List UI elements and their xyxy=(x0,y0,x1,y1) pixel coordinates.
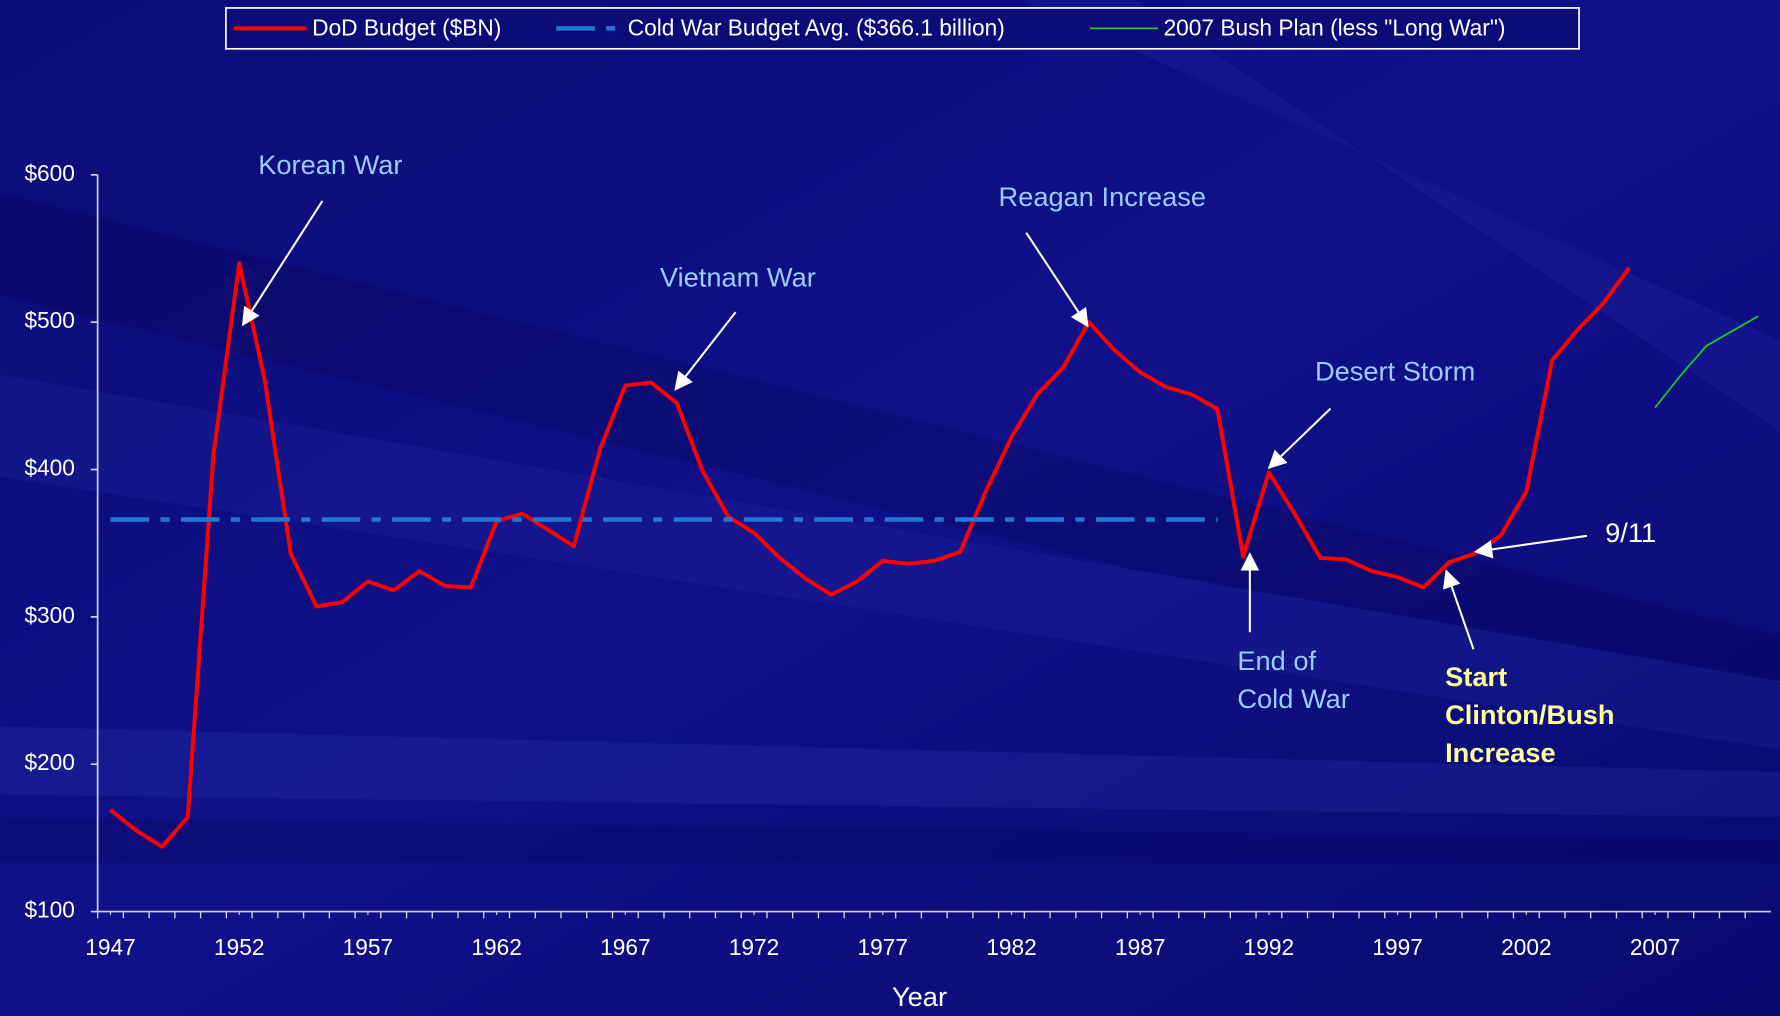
annotation-arrow xyxy=(1025,232,1089,328)
annotation-text: Start xyxy=(1445,661,1507,692)
annotation-arrow xyxy=(1442,569,1475,650)
x-tick-label: 1967 xyxy=(600,934,650,960)
y-tick-label: $400 xyxy=(24,455,74,481)
annotation-text: Increase xyxy=(1445,737,1556,768)
annotation-text: Desert Storm xyxy=(1315,356,1475,387)
legend-label: 2007 Bush Plan (less "Long War") xyxy=(1164,15,1506,41)
x-tick-label: 1972 xyxy=(729,934,779,960)
x-tick-label: 2007 xyxy=(1630,934,1680,960)
y-tick-label: $300 xyxy=(24,602,74,628)
legend-label: Cold War Budget Avg. ($366.1 billion) xyxy=(628,15,1005,41)
annotation-text: Reagan Increase xyxy=(999,181,1206,212)
annotation-arrow xyxy=(1473,534,1588,559)
x-tick-label: 1992 xyxy=(1244,934,1294,960)
x-tick-label: 1977 xyxy=(858,934,908,960)
legend-label: DoD Budget ($BN) xyxy=(312,15,501,41)
y-tick-label: $200 xyxy=(24,749,74,775)
x-tick-label: 1987 xyxy=(1115,934,1165,960)
legend-box xyxy=(225,7,1580,50)
annotation-text: End of xyxy=(1237,645,1316,676)
series-line xyxy=(109,261,1631,849)
x-tick-label: 1947 xyxy=(85,934,135,960)
annotation-arrow xyxy=(674,311,737,391)
annotation-text: Korean War xyxy=(258,149,402,180)
annotation-text: Vietnam War xyxy=(660,261,816,292)
x-axis-title: Year xyxy=(892,981,947,1012)
legend: DoD Budget ($BN) Cold War Budget Avg. ($3… xyxy=(233,15,1506,41)
x-tick-label: 2002 xyxy=(1501,934,1551,960)
annotation-text: 9/11 xyxy=(1605,517,1656,548)
annotation-arrow xyxy=(1267,407,1332,469)
x-tick-label: 1957 xyxy=(343,934,393,960)
x-tick-label: 1952 xyxy=(214,934,264,960)
annotation-arrow xyxy=(241,200,324,327)
y-tick-label: $600 xyxy=(24,160,74,186)
x-tick-label: 1962 xyxy=(471,934,521,960)
y-tick-label: $500 xyxy=(24,307,74,333)
x-tick-label: 1997 xyxy=(1372,934,1422,960)
series-line xyxy=(1654,315,1759,409)
annotation-text: Cold War xyxy=(1237,683,1350,714)
y-tick-label: $100 xyxy=(24,897,74,923)
annotation-text: Clinton/Bush xyxy=(1445,699,1614,730)
x-tick-label: 1982 xyxy=(986,934,1036,960)
